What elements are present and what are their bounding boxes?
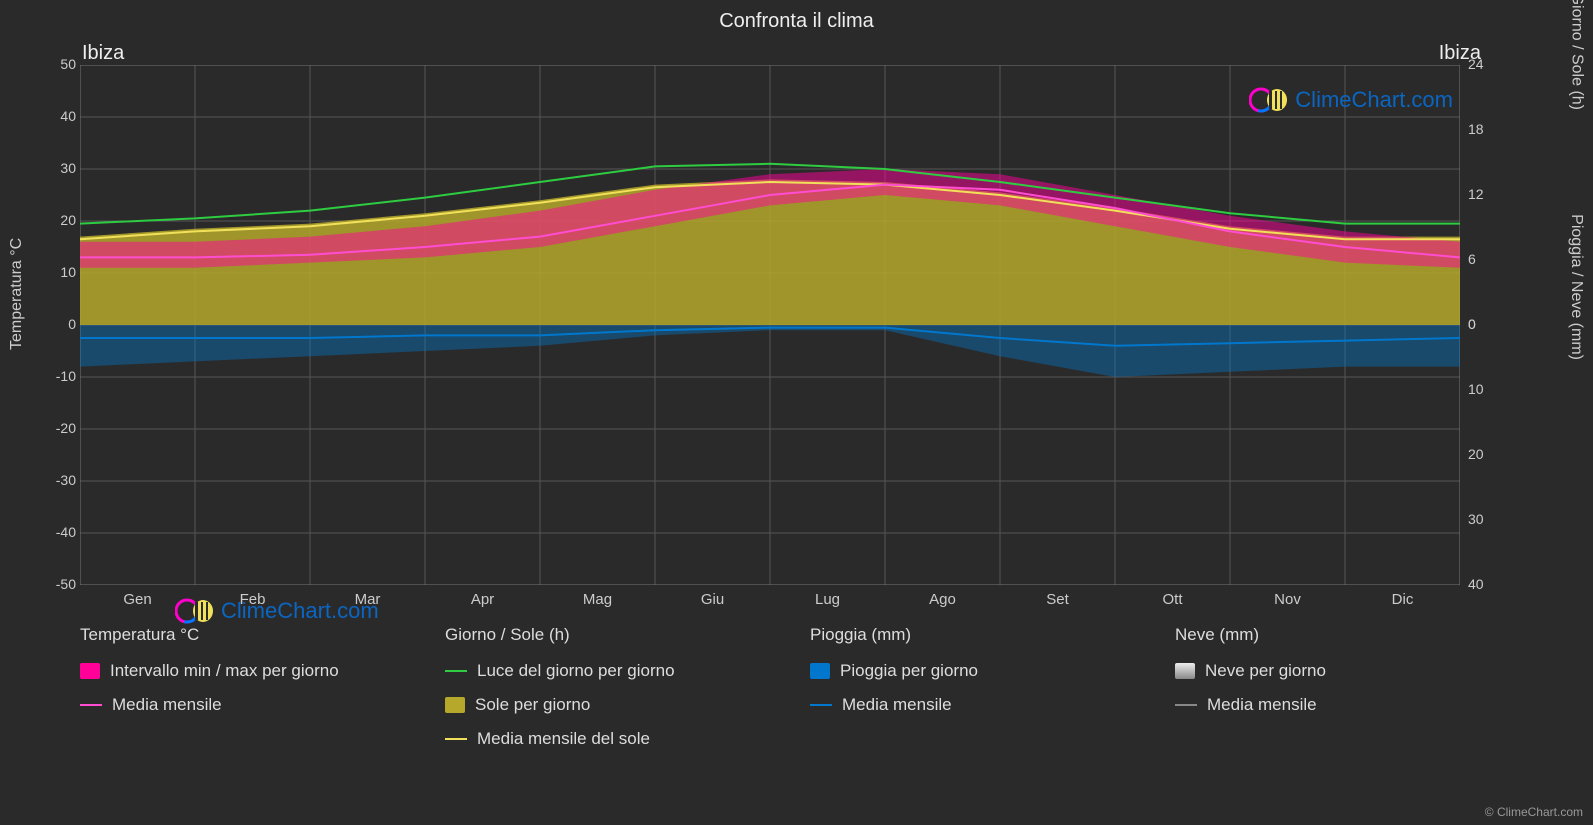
month-label: Ott xyxy=(1153,591,1193,608)
month-label: Apr xyxy=(463,591,503,608)
legend-swatch-magenta xyxy=(80,663,100,679)
legend-col-temp: Temperatura °C Intervallo min / max per … xyxy=(80,625,405,763)
legend-item: Neve per giorno xyxy=(1175,661,1500,681)
y-right-bottom-tick: 30 xyxy=(1468,511,1484,527)
month-label: Dic xyxy=(1383,591,1423,608)
legend-col-snow: Neve (mm) Neve per giorno Media mensile xyxy=(1175,625,1500,763)
y-right-top-axis-label: Giorno / Sole (h) xyxy=(1567,0,1585,110)
chart-title: Confronta il clima xyxy=(0,0,1593,33)
y-left-tick: -50 xyxy=(42,576,76,592)
legend-swatch-yellow xyxy=(445,697,465,713)
location-left: Ibiza xyxy=(82,42,124,65)
legend-header: Temperatura °C xyxy=(80,625,405,645)
y-right-bottom-tick: 20 xyxy=(1468,446,1484,462)
legend-swatch-grey xyxy=(1175,663,1195,679)
y-left-tick: -20 xyxy=(42,420,76,436)
y-left-tick: 10 xyxy=(42,264,76,280)
y-left-tick: -30 xyxy=(42,472,76,488)
legend-line-grey xyxy=(1175,704,1197,706)
month-label: Gen xyxy=(118,591,158,608)
legend-line-blue xyxy=(810,704,832,706)
legend-label: Media mensile xyxy=(1207,695,1317,715)
y-left-tick: 50 xyxy=(42,56,76,72)
legend-label: Luce del giorno per giorno xyxy=(477,661,675,681)
legend-item: Pioggia per giorno xyxy=(810,661,1135,681)
legend-label: Media mensile xyxy=(842,695,952,715)
y-right-top-tick: 12 xyxy=(1468,186,1484,202)
y-left-tick: 30 xyxy=(42,160,76,176)
y-left-tick: 0 xyxy=(42,316,76,332)
legend-item: Sole per giorno xyxy=(445,695,770,715)
y-right-top-tick: 18 xyxy=(1468,121,1484,137)
legend-col-rain: Pioggia (mm) Pioggia per giorno Media me… xyxy=(810,625,1135,763)
y-right-bottom-axis-label: Pioggia / Neve (mm) xyxy=(1567,214,1585,360)
legend-item: Media mensile xyxy=(80,695,405,715)
y-right-bottom-tick: 40 xyxy=(1468,576,1484,592)
month-label: Lug xyxy=(808,591,848,608)
legend-label: Pioggia per giorno xyxy=(840,661,978,681)
legend-label: Intervallo min / max per giorno xyxy=(110,661,339,681)
legend-label: Sole per giorno xyxy=(475,695,590,715)
y-left-tick: 20 xyxy=(42,212,76,228)
month-label: Nov xyxy=(1268,591,1308,608)
month-label: Ago xyxy=(923,591,963,608)
month-label: Feb xyxy=(233,591,273,608)
legend-line-yellow xyxy=(445,738,467,740)
y-left-tick: -10 xyxy=(42,368,76,384)
y-right-top-tick: 6 xyxy=(1468,251,1476,267)
y-right-bottom-tick: 0 xyxy=(1468,316,1476,332)
legend-line-green xyxy=(445,670,467,672)
month-label: Giu xyxy=(693,591,733,608)
legend-col-day: Giorno / Sole (h) Luce del giorno per gi… xyxy=(445,625,770,763)
month-label: Mag xyxy=(578,591,618,608)
legend-item: Luce del giorno per giorno xyxy=(445,661,770,681)
legend-header: Pioggia (mm) xyxy=(810,625,1135,645)
y-right-top-tick: 24 xyxy=(1468,56,1484,72)
legend-line-magenta xyxy=(80,704,102,706)
climechart-logo-icon xyxy=(175,596,215,626)
legend-header: Neve (mm) xyxy=(1175,625,1500,645)
legend-label: Media mensile del sole xyxy=(477,729,650,749)
legend-item: Intervallo min / max per giorno xyxy=(80,661,405,681)
month-label: Mar xyxy=(348,591,388,608)
month-label: Set xyxy=(1038,591,1078,608)
legend-item: Media mensile del sole xyxy=(445,729,770,749)
y-left-tick: -40 xyxy=(42,524,76,540)
legend-header: Giorno / Sole (h) xyxy=(445,625,770,645)
y-left-tick: 40 xyxy=(42,108,76,124)
legend-item: Media mensile xyxy=(1175,695,1500,715)
legend-swatch-blue xyxy=(810,663,830,679)
copyright: © ClimeChart.com xyxy=(1485,805,1583,819)
legend-item: Media mensile xyxy=(810,695,1135,715)
legend-label: Media mensile xyxy=(112,695,222,715)
legend: Temperatura °C Intervallo min / max per … xyxy=(80,625,1500,763)
chart-plot xyxy=(80,65,1460,585)
legend-label: Neve per giorno xyxy=(1205,661,1326,681)
y-left-axis-label: Temperatura °C xyxy=(8,238,26,350)
y-right-bottom-tick: 10 xyxy=(1468,381,1484,397)
